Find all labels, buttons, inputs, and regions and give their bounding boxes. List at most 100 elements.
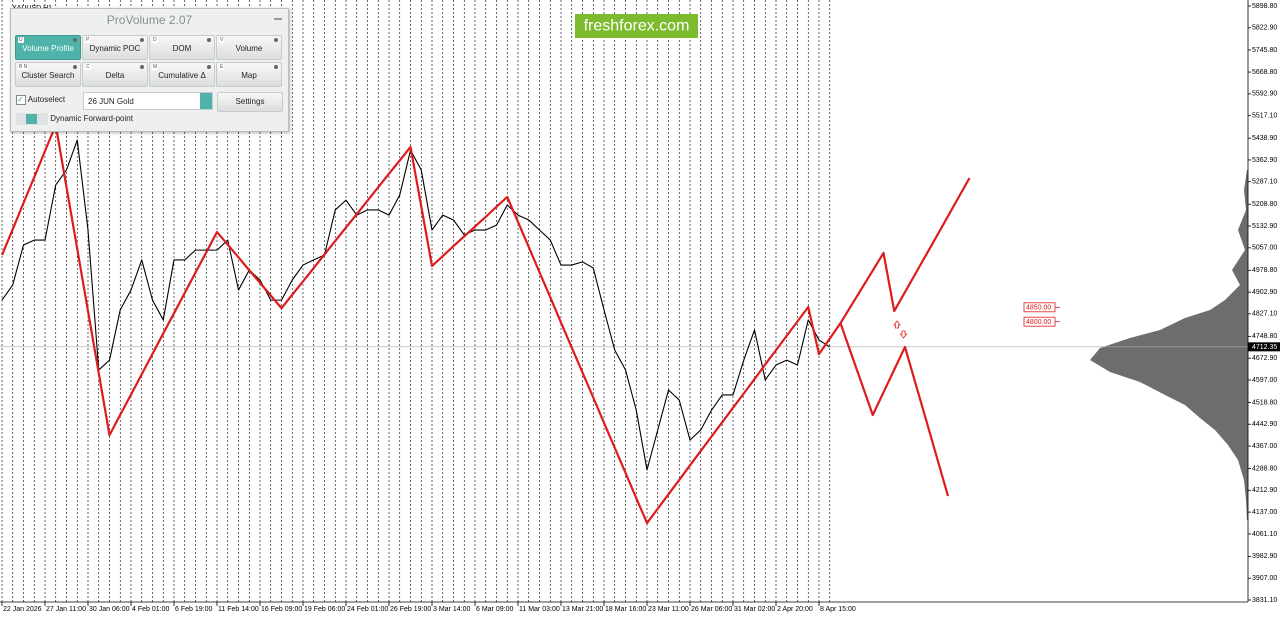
y-tick-label: 4672.90 bbox=[1252, 355, 1277, 362]
x-tick-label: 19 Feb 06:00 bbox=[304, 606, 345, 613]
tool-button[interactable]: C Delta bbox=[82, 62, 148, 87]
level-label: 4800.00 bbox=[1026, 319, 1051, 326]
x-tick-label: 6 Mar 09:00 bbox=[476, 606, 513, 613]
y-tick-label: 5898.80 bbox=[1252, 3, 1277, 10]
y-tick-label: 5208.80 bbox=[1252, 201, 1277, 208]
y-tick-label: 5287.10 bbox=[1252, 179, 1277, 186]
y-tick-label: 3831.10 bbox=[1252, 597, 1277, 604]
autoselect-row[interactable]: ✓ Autoselect bbox=[16, 95, 66, 105]
y-tick-label: 5745.80 bbox=[1252, 47, 1277, 54]
level-box bbox=[1023, 302, 1056, 313]
x-tick-label: 26 Feb 19:00 bbox=[390, 606, 431, 613]
button-label: Volume Profile bbox=[22, 44, 74, 53]
y-tick-label: 5362.90 bbox=[1252, 157, 1277, 164]
y-tick-label: 5668.80 bbox=[1252, 69, 1277, 76]
panel-title: ProVolume 2.07 bbox=[106, 13, 193, 27]
y-tick-label: 4518.80 bbox=[1252, 399, 1277, 406]
hotkey: U bbox=[18, 37, 24, 43]
series-line bbox=[0, 124, 971, 525]
series-line bbox=[839, 322, 950, 497]
gear-icon[interactable] bbox=[274, 65, 278, 69]
gear-icon[interactable] bbox=[274, 38, 278, 42]
y-tick-label: 5438.90 bbox=[1252, 135, 1277, 142]
volume-profile bbox=[1090, 170, 1248, 520]
x-tick-label: 18 Mar 16:00 bbox=[605, 606, 646, 613]
x-tick-label: 24 Feb 01:00 bbox=[347, 606, 388, 613]
y-tick-label: 5057.00 bbox=[1252, 245, 1277, 252]
tool-button[interactable]: V Volume bbox=[216, 35, 282, 60]
x-tick-label: 22 Jan 2026 bbox=[3, 606, 42, 613]
gear-icon[interactable] bbox=[207, 65, 211, 69]
y-tick-label: 4212.90 bbox=[1252, 487, 1277, 494]
button-label: Map bbox=[241, 71, 257, 80]
hotkey: V bbox=[219, 37, 225, 43]
watermark: freshforex.com bbox=[584, 18, 690, 35]
x-tick-label: 11 Feb 14:00 bbox=[218, 606, 259, 613]
watermark-box bbox=[575, 14, 698, 38]
x-tick-label: 6 Feb 19:00 bbox=[175, 606, 212, 613]
tool-button[interactable]: P Dynamic POC bbox=[82, 35, 148, 60]
series-line bbox=[1, 139, 831, 471]
x-tick-label: 11 Mar 03:00 bbox=[519, 606, 560, 613]
x-tick-label: 3 Mar 14:00 bbox=[433, 606, 470, 613]
x-tick-label: 16 Feb 09:00 bbox=[261, 606, 302, 613]
level-box bbox=[1023, 316, 1056, 327]
y-tick-label: 4978.80 bbox=[1252, 267, 1277, 274]
y-tick-label: 4367.00 bbox=[1252, 443, 1277, 450]
y-tick-label: 4442.90 bbox=[1252, 421, 1277, 428]
x-tick-label: 2 Apr 20:00 bbox=[777, 606, 813, 613]
x-tick-label: 13 Mar 21:00 bbox=[562, 606, 603, 613]
forward-point-label: Dynamic Forward-point bbox=[50, 114, 133, 124]
gear-icon[interactable] bbox=[73, 65, 77, 69]
y-tick-label: 4288.80 bbox=[1252, 465, 1277, 472]
y-tick-label: 3982.90 bbox=[1252, 553, 1277, 560]
settings-button[interactable]: Settings bbox=[217, 92, 283, 112]
hotkey: D bbox=[152, 37, 158, 43]
provolume-panel: ProVolume 2.07 U Volume Profile P Dynamic P… bbox=[10, 8, 289, 132]
forward-point-row[interactable]: Dynamic Forward-point bbox=[16, 113, 133, 125]
tool-button[interactable]: M Cumulative Δ bbox=[149, 62, 215, 87]
button-label: Cluster Search bbox=[21, 71, 75, 80]
tool-button[interactable]: E Map bbox=[216, 62, 282, 87]
hotkey: M bbox=[152, 64, 159, 70]
x-tick-label: 31 Mar 02:00 bbox=[734, 606, 775, 613]
last-price-label: 4712.35 bbox=[1252, 344, 1277, 351]
x-tick-label: 8 Apr 15:00 bbox=[820, 606, 856, 613]
y-tick-label: 4061.10 bbox=[1252, 531, 1277, 538]
gear-icon[interactable] bbox=[207, 38, 211, 42]
gear-icon[interactable] bbox=[140, 38, 144, 42]
hotkey: C bbox=[85, 64, 91, 70]
tool-button[interactable]: D DOM bbox=[149, 35, 215, 60]
button-label: Cumulative Δ bbox=[158, 71, 206, 80]
y-tick-label: 5592.90 bbox=[1252, 91, 1277, 98]
y-tick-label: 4902.90 bbox=[1252, 289, 1277, 296]
x-tick-label: 27 Jan 11:00 bbox=[46, 606, 86, 613]
level-label: 4850.00 bbox=[1026, 305, 1051, 312]
x-tick-label: 30 Jan 06:00 bbox=[89, 606, 130, 613]
y-tick-label: 4748.80 bbox=[1252, 333, 1277, 340]
button-label: Delta bbox=[105, 71, 125, 80]
button-label: Volume bbox=[235, 44, 263, 53]
minimize-button[interactable] bbox=[274, 18, 282, 20]
up-arrow bbox=[893, 320, 901, 329]
y-tick-label: 4137.00 bbox=[1252, 509, 1277, 516]
hotkey: P bbox=[85, 37, 91, 43]
autoselect-label: Autoselect bbox=[27, 95, 66, 105]
gear-icon[interactable] bbox=[140, 65, 144, 69]
tool-button[interactable]: B N Cluster Search bbox=[15, 62, 81, 87]
instrument: 26 JUN Gold bbox=[88, 97, 134, 106]
gear-icon[interactable] bbox=[73, 38, 77, 42]
y-tick-label: 5517.10 bbox=[1252, 112, 1277, 119]
x-tick-label: 23 Mar 11:00 bbox=[648, 606, 689, 613]
y-tick-label: 4597.00 bbox=[1252, 377, 1277, 384]
x-tick-label: 4 Feb 01:00 bbox=[132, 606, 169, 613]
hotkey: B N bbox=[18, 64, 29, 70]
x-tick-label: 26 Mar 06:00 bbox=[691, 606, 732, 613]
tool-button[interactable]: U Volume Profile bbox=[15, 35, 81, 60]
instrument-select[interactable]: 26 JUN Gold bbox=[83, 92, 213, 110]
button-label: DOM bbox=[172, 44, 192, 53]
y-tick-label: 5132.90 bbox=[1252, 223, 1277, 230]
down-arrow bbox=[899, 330, 908, 339]
y-tick-label: 3907.00 bbox=[1252, 575, 1277, 582]
